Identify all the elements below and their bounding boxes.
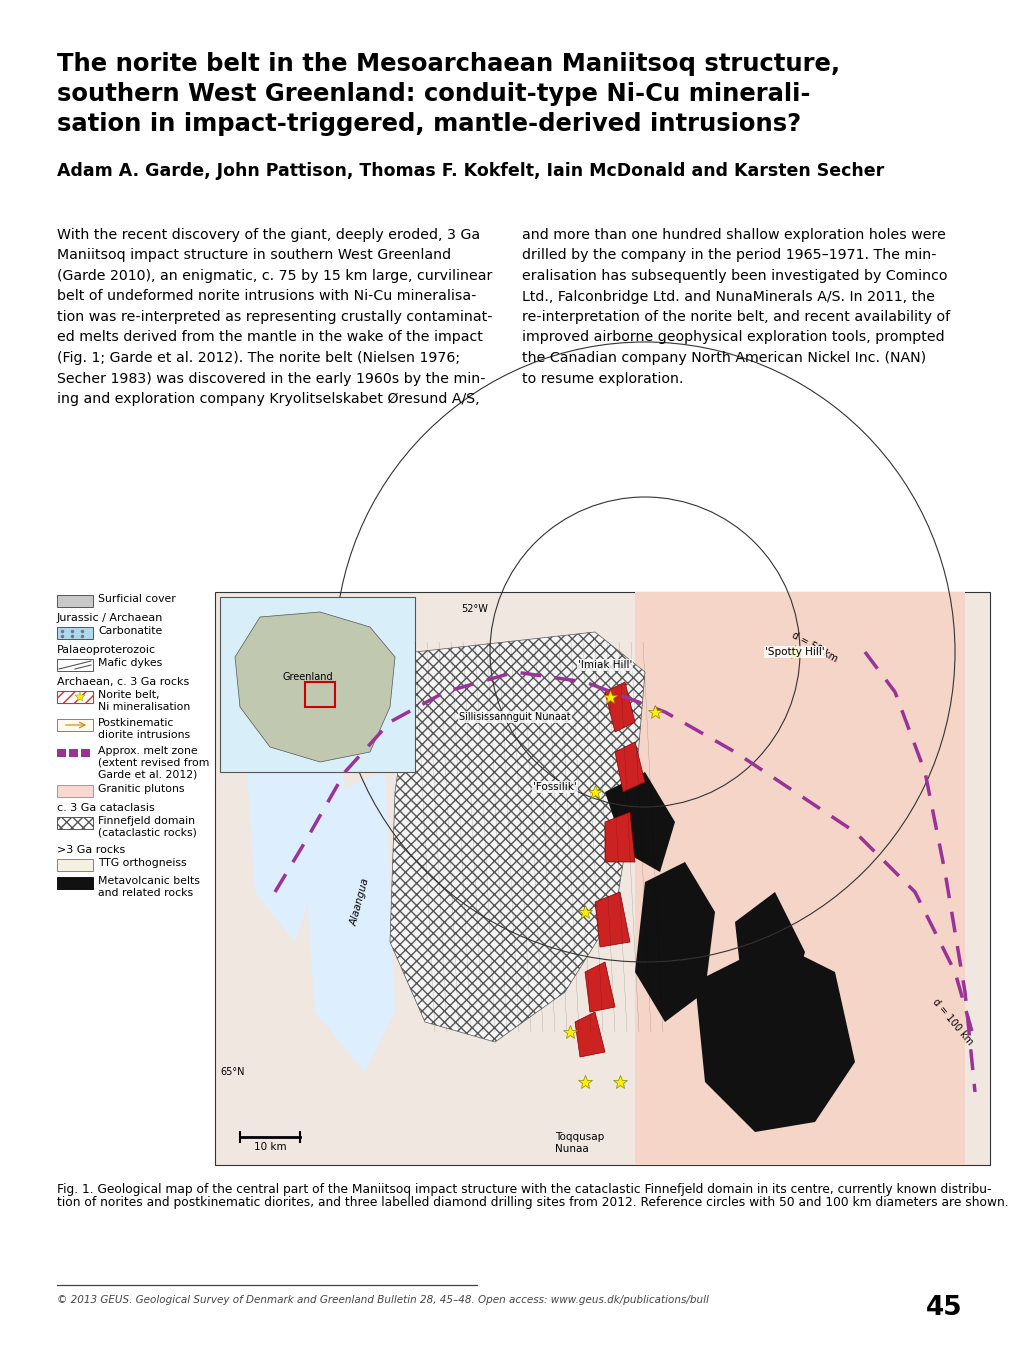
Text: belt of undeformed norite intrusions with Ni-Cu mineralisa-: belt of undeformed norite intrusions wit… — [57, 289, 476, 303]
Text: Archaean, c. 3 Ga rocks: Archaean, c. 3 Ga rocks — [57, 677, 190, 688]
Text: d = 50 km: d = 50 km — [790, 629, 839, 665]
Text: the Canadian company North American Nickel Inc. (NAN): the Canadian company North American Nick… — [522, 351, 925, 366]
Bar — [57, 859, 93, 871]
Text: southern West Greenland: conduit-type Ni-Cu minerali-: southern West Greenland: conduit-type Ni… — [57, 82, 810, 106]
Bar — [57, 659, 93, 671]
Polygon shape — [604, 772, 675, 872]
Bar — [220, 597, 415, 772]
Text: Finnefjeld domain
(cataclastic rocks): Finnefjeld domain (cataclastic rocks) — [98, 815, 197, 837]
Text: Secher 1983) was discovered in the early 1960s by the min-: Secher 1983) was discovered in the early… — [57, 371, 485, 386]
Text: tion of norites and postkinematic diorites, and three labelled diamond drilling : tion of norites and postkinematic diorit… — [57, 1196, 1008, 1210]
Bar — [57, 817, 93, 829]
Text: 45: 45 — [925, 1295, 962, 1321]
Text: TTG orthogneiss: TTG orthogneiss — [98, 858, 186, 868]
Text: c. 3 Ga cataclasis: c. 3 Ga cataclasis — [57, 803, 155, 813]
Bar — [305, 682, 334, 707]
Bar — [57, 690, 93, 703]
Polygon shape — [604, 811, 635, 862]
Bar — [69, 749, 77, 757]
Text: tion was re-interpreted as representing crustally contaminat-: tion was re-interpreted as representing … — [57, 310, 492, 323]
Text: ing and exploration company Kryolitselskabet Øresund A/S,: ing and exploration company Kryolitselsk… — [57, 391, 479, 406]
Text: Metavolcanic belts
and related rocks: Metavolcanic belts and related rocks — [98, 877, 200, 897]
Text: Carbonatite: Carbonatite — [98, 626, 162, 636]
Text: 65°N: 65°N — [220, 1067, 245, 1076]
Text: 'Spotty Hill': 'Spotty Hill' — [764, 647, 824, 656]
Bar — [81, 749, 90, 757]
Text: >3 Ga rocks: >3 Ga rocks — [57, 845, 125, 855]
Text: Jurassic / Archaean: Jurassic / Archaean — [57, 613, 163, 622]
Polygon shape — [305, 772, 394, 1072]
Text: to resume exploration.: to resume exploration. — [522, 371, 683, 386]
Text: 52°W: 52°W — [462, 603, 488, 614]
Text: eralisation has subsequently been investigated by Cominco: eralisation has subsequently been invest… — [522, 269, 947, 283]
Text: Ltd., Falconbridge Ltd. and NunaMinerals A/S. In 2011, the: Ltd., Falconbridge Ltd. and NunaMinerals… — [522, 289, 934, 303]
Polygon shape — [245, 671, 344, 942]
Text: 10 km: 10 km — [254, 1142, 286, 1152]
Text: Adam A. Garde, John Pattison, Thomas F. Kokfelt, Iain McDonald and Karsten Seche: Adam A. Garde, John Pattison, Thomas F. … — [57, 162, 883, 179]
Text: With the recent discovery of the giant, deeply eroded, 3 Ga: With the recent discovery of the giant, … — [57, 228, 480, 242]
Text: Surficial cover: Surficial cover — [98, 594, 175, 603]
Text: Postkinematic
diorite intrusions: Postkinematic diorite intrusions — [98, 718, 190, 739]
Text: sation in impact-triggered, mantle-derived intrusions?: sation in impact-triggered, mantle-deriv… — [57, 111, 801, 136]
Text: re-interpretation of the norite belt, and recent availability of: re-interpretation of the norite belt, an… — [522, 310, 949, 323]
Text: The norite belt in the Mesoarchaean Maniitsoq structure,: The norite belt in the Mesoarchaean Mani… — [57, 52, 840, 76]
Text: (Garde 2010), an enigmatic, c. 75 by 15 km large, curvilinear: (Garde 2010), an enigmatic, c. 75 by 15 … — [57, 269, 492, 283]
Polygon shape — [604, 682, 635, 733]
Bar — [57, 595, 93, 607]
Text: improved airborne geophysical exploration tools, prompted: improved airborne geophysical exploratio… — [522, 330, 944, 344]
Text: Mafic dykes: Mafic dykes — [98, 658, 162, 669]
Polygon shape — [735, 892, 804, 1022]
Text: (Fig. 1; Garde et al. 2012). The norite belt (Nielsen 1976;: (Fig. 1; Garde et al. 2012). The norite … — [57, 351, 460, 366]
Text: Alaangua: Alaangua — [348, 877, 371, 927]
Text: Norite belt,
Ni mineralisation: Norite belt, Ni mineralisation — [98, 690, 191, 712]
Polygon shape — [694, 942, 854, 1132]
Bar — [57, 719, 93, 731]
Text: drilled by the company in the period 1965–1971. The min-: drilled by the company in the period 196… — [522, 249, 935, 262]
Text: ed melts derived from the mantle in the wake of the impact: ed melts derived from the mantle in the … — [57, 330, 482, 344]
Text: Toqqusap
Nunaa: Toqqusap Nunaa — [554, 1132, 603, 1154]
Text: Greenland: Greenland — [282, 671, 333, 682]
Bar — [57, 626, 93, 639]
Text: and more than one hundred shallow exploration holes were: and more than one hundred shallow explor… — [522, 228, 945, 242]
Polygon shape — [389, 632, 644, 1042]
Text: 'Fossilik': 'Fossilik' — [533, 781, 577, 792]
Polygon shape — [594, 892, 630, 947]
Text: Sillisissannguit Nunaat: Sillisissannguit Nunaat — [459, 712, 571, 722]
Polygon shape — [585, 962, 614, 1012]
Text: Granitic plutons: Granitic plutons — [98, 784, 184, 794]
Text: Approx. melt zone
(extent revised from
Garde et al. 2012): Approx. melt zone (extent revised from G… — [98, 746, 209, 779]
Bar — [635, 593, 964, 1165]
Polygon shape — [635, 862, 714, 1022]
Polygon shape — [575, 1012, 604, 1057]
Bar — [57, 877, 93, 889]
Text: 'Imiak Hill': 'Imiak Hill' — [577, 660, 632, 670]
Text: Palaeoproterozoic: Palaeoproterozoic — [57, 646, 156, 655]
Bar — [215, 593, 989, 1165]
Text: Fig. 1. Geological map of the central part of the Maniitsoq impact structure wit: Fig. 1. Geological map of the central pa… — [57, 1182, 990, 1196]
Bar — [57, 786, 93, 796]
Text: d = 100 km: d = 100 km — [929, 998, 973, 1046]
Bar — [57, 749, 66, 757]
Polygon shape — [614, 742, 644, 792]
Text: Maniitsoq impact structure in southern West Greenland: Maniitsoq impact structure in southern W… — [57, 249, 450, 262]
Polygon shape — [234, 612, 394, 762]
Text: © 2013 GEUS. Geological Survey of Denmark and Greenland Bulletin 28, 45–48. Open: © 2013 GEUS. Geological Survey of Denmar… — [57, 1295, 708, 1305]
